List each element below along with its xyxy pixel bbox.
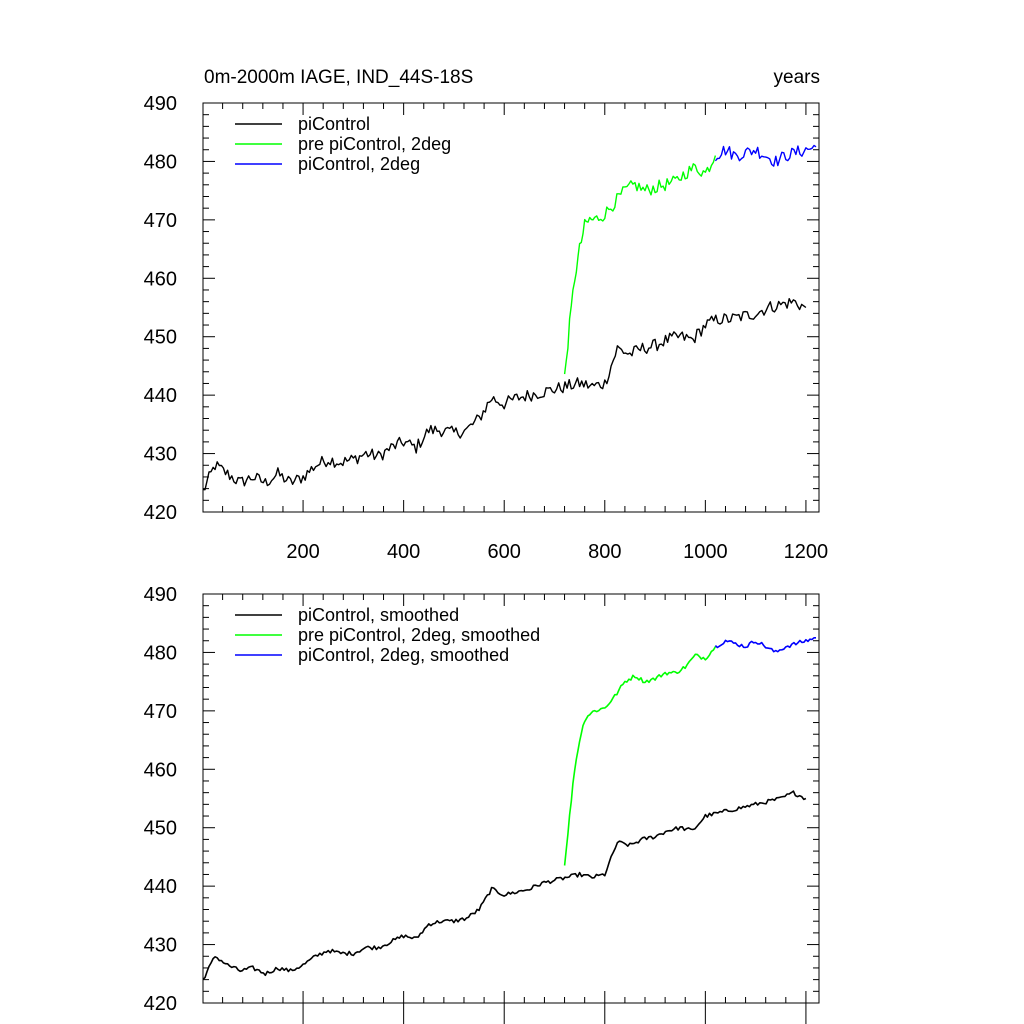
- y-tick-label: 440: [144, 876, 177, 898]
- legend-label: piControl, 2deg: [298, 154, 420, 174]
- y-tick-label: 470: [144, 210, 177, 232]
- x-tick-label: 200: [286, 541, 319, 563]
- series-line-1: [563, 646, 717, 866]
- y-tick-label: 450: [144, 327, 177, 349]
- series-layer: [202, 144, 817, 491]
- chart-title: 0m-2000m IAGE, IND_44S-18S: [204, 67, 473, 88]
- y-tick-label: 420: [144, 993, 177, 1015]
- panel-top: 0m-2000m IAGE, IND_44S-18S years 4204304…: [144, 67, 829, 563]
- x-tick-label: 1200: [784, 541, 829, 563]
- y-tick-label: 480: [144, 151, 177, 173]
- legend-label: piControl: [298, 114, 370, 134]
- legend-label: pre piControl, 2deg: [298, 134, 451, 154]
- y-axis-labels: 420 430 440 450 460 470 480 490: [144, 584, 177, 1015]
- y-tick-label: 420: [144, 502, 177, 524]
- x-tick-label: 800: [588, 541, 621, 563]
- y-tick-label: 480: [144, 642, 177, 664]
- y-tick-label: 450: [144, 818, 177, 840]
- y-tick-label: 430: [144, 444, 177, 466]
- legend-label: piControl, 2deg, smoothed: [298, 645, 509, 665]
- legend-label: piControl, smoothed: [298, 605, 459, 625]
- x-tick-label: 1000: [683, 541, 728, 563]
- y-tick-label: 490: [144, 584, 177, 606]
- legend-label: pre piControl, 2deg, smoothed: [298, 625, 540, 645]
- y-tick-label: 460: [144, 759, 177, 781]
- y-tick-label: 460: [144, 268, 177, 290]
- y-tick-label: 440: [144, 385, 177, 407]
- y-tick-label: 490: [144, 93, 177, 115]
- x-axis-labels: 200 400 600 800 1000 1200: [286, 541, 828, 563]
- y-axis-labels: 420 430 440 450 460 470 480 490: [144, 93, 177, 524]
- y-tick-label: 470: [144, 701, 177, 723]
- plot-frame: [202, 102, 820, 513]
- series-line-2: [714, 144, 817, 167]
- x-tick-label: 400: [387, 541, 420, 563]
- plot-frame: [202, 593, 820, 1004]
- panel-bottom: 420 430 440 450 460 470 480 490 piControl, smoo…: [144, 584, 820, 1024]
- series-line-1: [563, 155, 717, 375]
- series-line-0: [202, 790, 807, 981]
- series-layer: [202, 636, 816, 981]
- y-tick-label: 430: [144, 935, 177, 957]
- axis-ticks: [203, 102, 819, 513]
- series-line-2: [714, 636, 816, 653]
- x-tick-label: 600: [488, 541, 521, 563]
- chart-right-title: years: [774, 67, 820, 88]
- series-line-0: [202, 298, 807, 491]
